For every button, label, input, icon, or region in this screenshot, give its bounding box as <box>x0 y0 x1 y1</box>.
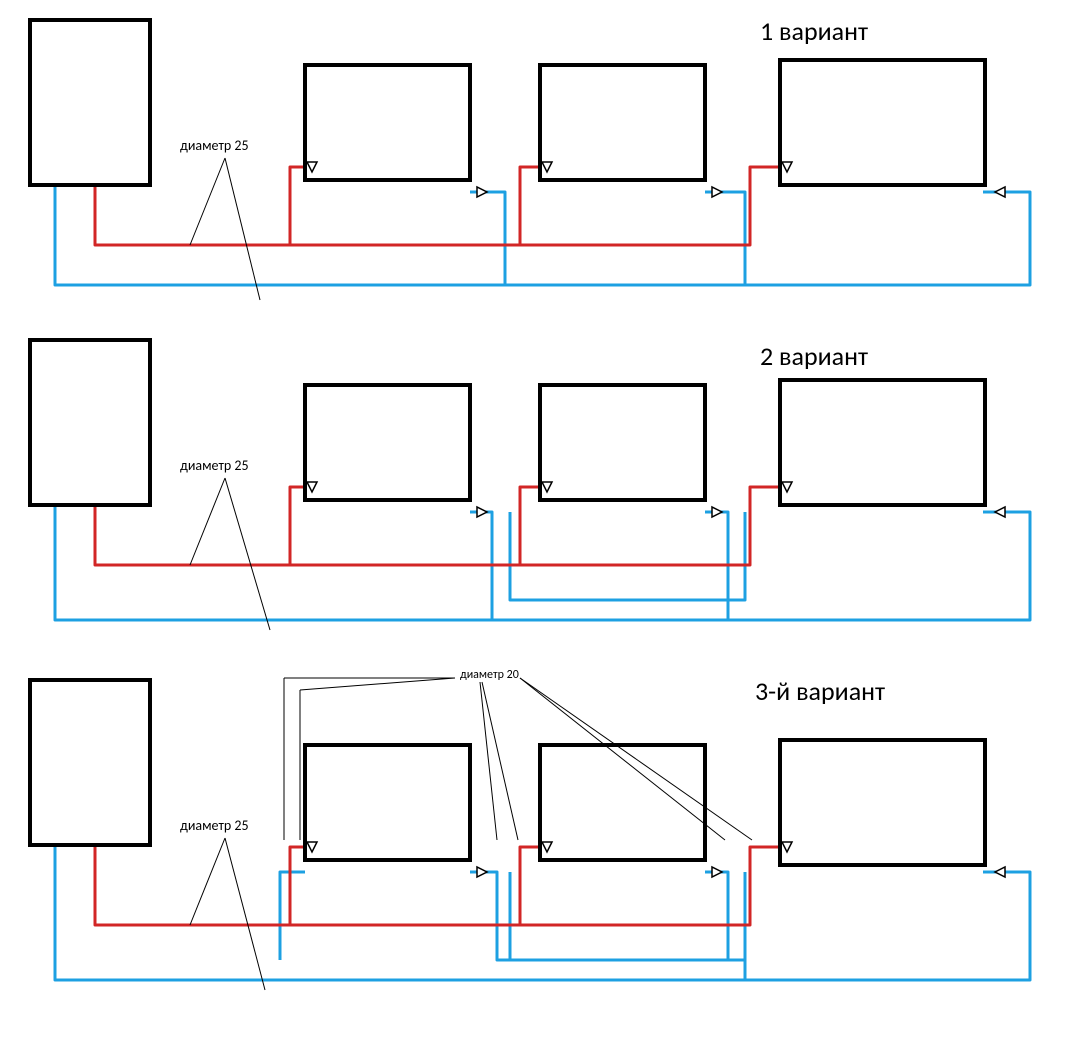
return-pipe <box>55 505 1030 620</box>
annotation-leader <box>480 682 497 840</box>
flow-arrow-icon <box>477 867 487 877</box>
radiator-3 <box>780 380 985 505</box>
boiler <box>30 20 150 185</box>
variant-title: 3-й вариант <box>755 675 885 707</box>
annotation-leader <box>482 682 518 840</box>
annotation-label: диаметр 25 <box>180 137 249 154</box>
annotation-leader <box>190 158 225 245</box>
annotation-leader <box>190 478 225 565</box>
radiator-2 <box>540 385 705 500</box>
variant-title: 2 вариант <box>760 340 868 372</box>
annotation-label: диаметр 25 <box>180 457 249 474</box>
boiler <box>30 340 150 505</box>
flow-arrow-icon <box>995 187 1005 197</box>
radiator-1 <box>305 65 470 180</box>
flow-arrow-icon <box>712 507 722 517</box>
annotation-leader <box>190 838 225 925</box>
radiator-1 <box>305 385 470 500</box>
variant-3: 3-й вариант диаметр 25 диаметр 20 <box>30 668 1030 990</box>
radiator-2 <box>540 65 705 180</box>
flow-arrow-icon <box>477 187 487 197</box>
return-pipe <box>55 185 1030 285</box>
variant-title: 1 вариант <box>760 15 868 47</box>
annotation-leader <box>225 478 270 630</box>
radiator-2 <box>540 745 705 860</box>
radiator-3 <box>780 740 985 865</box>
variant-2: 2 вариант диаметр 25 <box>30 340 1030 630</box>
annotation-leader <box>300 678 455 690</box>
variant-1: 1 вариант диаметр 25 <box>30 15 1030 300</box>
annotation-label: диаметр 20 <box>460 668 519 682</box>
annotation-leader <box>225 158 260 300</box>
radiator-1 <box>305 745 470 860</box>
flow-arrow-icon <box>477 507 487 517</box>
flow-arrow-icon <box>995 867 1005 877</box>
annotation-leader <box>225 838 265 990</box>
radiator-3 <box>780 60 985 185</box>
flow-arrow-icon <box>995 507 1005 517</box>
annotation-label: диаметр 25 <box>180 817 249 834</box>
boiler <box>30 680 150 845</box>
flow-arrow-icon <box>712 187 722 197</box>
flow-arrow-icon <box>712 867 722 877</box>
